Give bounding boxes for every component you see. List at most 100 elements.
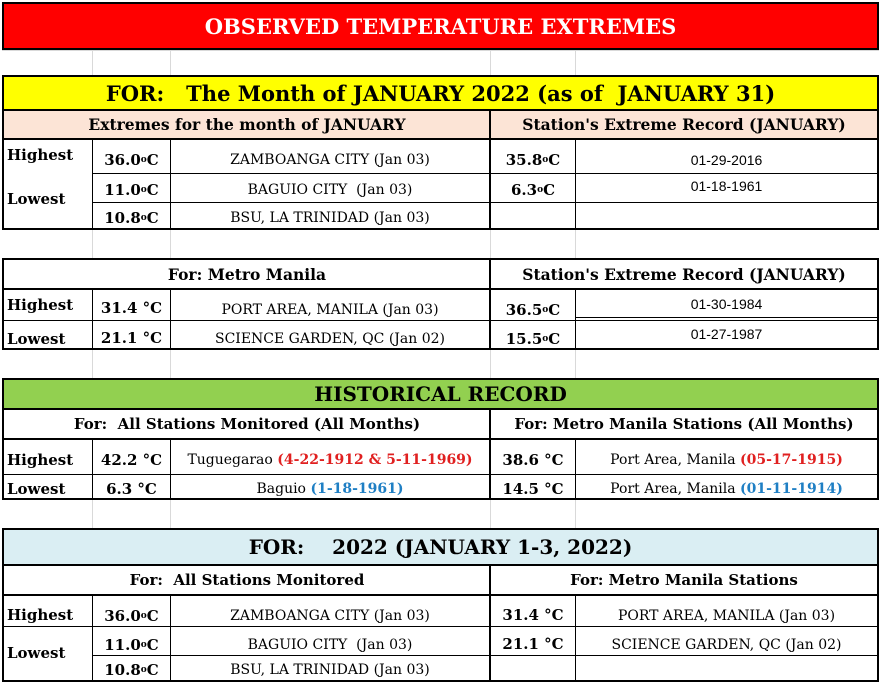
year-left-header-text: For: All Stations Monitored — [129, 571, 365, 589]
year-row2-mm-value: 21.1 °C — [502, 635, 564, 653]
value-number: 15.5 — [505, 330, 543, 348]
historical-table — [2, 408, 879, 500]
divider — [489, 410, 491, 500]
section1-highest-label: Highest — [7, 146, 74, 164]
value-unit: C — [548, 301, 561, 319]
section2-row2-station: SCIENCE GARDEN, QC (Jan 02) — [214, 331, 446, 347]
historical-lowest-label: Lowest — [7, 480, 66, 498]
year-right-header: For: Metro Manila Stations — [491, 566, 877, 594]
value-unit: C — [146, 151, 159, 169]
divider — [2, 138, 879, 140]
gridline — [92, 230, 93, 258]
year-row1-mm-value: 31.4 °C — [502, 606, 564, 624]
month-banner-text: FOR: The Month of JANUARY 2022 (as of JA… — [105, 80, 776, 106]
divider — [490, 173, 879, 174]
divider — [2, 626, 879, 627]
record-dates: (05-17-1915) — [740, 452, 843, 468]
year-row3-value: 10.8 o C — [93, 658, 170, 682]
degree-sign: o — [140, 640, 147, 650]
section2-left-header-text: For: Metro Manila — [167, 264, 327, 284]
historical-row1-mm-station: Port Area, Manila (05-17-1915) — [576, 448, 877, 472]
value-number: 10.8 — [104, 209, 141, 227]
year-row1-mm-station: PORT AREA, MANILA (Jan 03) — [617, 608, 836, 624]
historical-highest-label: Highest — [7, 451, 74, 469]
station-name: Port Area, Manila — [610, 481, 741, 497]
divider — [2, 438, 879, 440]
section1-row3-value: 10.8 o C — [93, 206, 170, 230]
section1-left-header: Extremes for the month of JANUARY — [4, 111, 490, 138]
gridline — [92, 50, 93, 75]
historical-banner: HISTORICAL RECORD — [2, 378, 879, 410]
section1-left-header-text: Extremes for the month of JANUARY — [88, 115, 406, 134]
historical-row1-value: 42.2 °C — [100, 451, 163, 469]
historical-banner-text: HISTORICAL RECORD — [314, 382, 567, 406]
section2-row1-record-date: 01-30-1984 — [690, 296, 763, 312]
gridline — [490, 50, 491, 75]
value-unit: C — [548, 330, 561, 348]
degree-sign: o — [140, 213, 147, 223]
divider — [575, 596, 576, 682]
gridline — [490, 500, 491, 528]
gridline — [575, 500, 576, 528]
year-lowest-label: Lowest — [7, 644, 66, 662]
gridline — [92, 500, 93, 528]
value-unit: C — [146, 181, 159, 199]
divider — [2, 594, 879, 596]
section1-row1-record-date: 01-29-2016 — [690, 152, 763, 168]
section1-table — [2, 109, 879, 230]
historical-row1-mm-value: 38.6 °C — [502, 451, 564, 469]
value-unit: C — [146, 636, 159, 654]
divider — [92, 655, 879, 656]
historical-row2-mm-value: 14.5 °C — [502, 480, 564, 498]
station-name: Port Area, Manila — [610, 452, 741, 468]
historical-row2-station: Baguio (1-18-1961) — [171, 477, 489, 501]
divider — [489, 566, 491, 682]
year-banner-text: FOR: 2022 (JANUARY 1-3, 2022) — [248, 535, 633, 559]
value-unit: C — [146, 607, 159, 625]
gridline — [575, 50, 576, 75]
section2-row2-value: 21.1 °C — [100, 329, 163, 347]
value-number: 35.8 — [505, 151, 543, 169]
gridline — [92, 350, 93, 378]
year-row2-value: 11.0 o C — [93, 633, 170, 657]
degree-sign: o — [140, 185, 147, 195]
divider — [575, 140, 576, 230]
gridline — [2, 50, 879, 51]
section2-row2-record-value: 15.5 o C — [491, 327, 575, 351]
divider — [92, 202, 489, 203]
year-table — [2, 564, 879, 682]
section1-row2-record-date: 01-18-1961 — [690, 178, 763, 194]
divider — [170, 596, 171, 682]
value-number: 11.0 — [104, 636, 141, 654]
divider — [2, 288, 879, 290]
section1-row2-record-value: 6.3 o C — [491, 178, 575, 202]
station-name: Tuguegarao — [187, 452, 278, 468]
record-dates: (4-22-1912 & 5-11-1969) — [277, 452, 473, 468]
year-row1-value: 36.0 o C — [93, 604, 170, 628]
divider — [489, 260, 491, 350]
year-row2-mm-station: SCIENCE GARDEN, QC (Jan 02) — [611, 637, 842, 653]
year-row2-station: BAGUIO CITY (Jan 03) — [247, 637, 413, 653]
section2-row1-record-value: 36.5 o C — [491, 298, 575, 322]
divider — [92, 596, 93, 682]
gridline — [575, 350, 576, 378]
historical-right-header: For: Metro Manila Stations (All Months) — [491, 410, 877, 438]
divider — [576, 317, 879, 318]
divider — [2, 474, 879, 475]
value-number: 36.0 — [104, 151, 141, 169]
value-unit: C — [543, 181, 556, 199]
divider — [92, 440, 93, 500]
section2-left-header: For: Metro Manila — [4, 260, 490, 288]
section1-right-header-text: Station's Extreme Record (JANUARY) — [522, 115, 846, 134]
section1-right-header: Station's Extreme Record (JANUARY) — [491, 111, 877, 138]
historical-row1-station: Tuguegarao (4-22-1912 & 5-11-1969) — [171, 448, 489, 472]
section2-row1-station: PORT AREA, MANILA (Jan 03) — [221, 302, 439, 318]
degree-sign: o — [537, 185, 544, 195]
section2-row2-record-date: 01-27-1987 — [690, 326, 763, 342]
page-title-text: OBSERVED TEMPERATURE EXTREMES — [204, 13, 677, 39]
section1-row3-station: BSU, LA TRINIDAD (Jan 03) — [230, 210, 430, 226]
record-dates: (01-11-1914) — [740, 481, 843, 497]
section1-row2-value: 11.0 o C — [93, 178, 170, 202]
divider — [2, 320, 879, 321]
value-number: 6.3 — [510, 181, 538, 199]
